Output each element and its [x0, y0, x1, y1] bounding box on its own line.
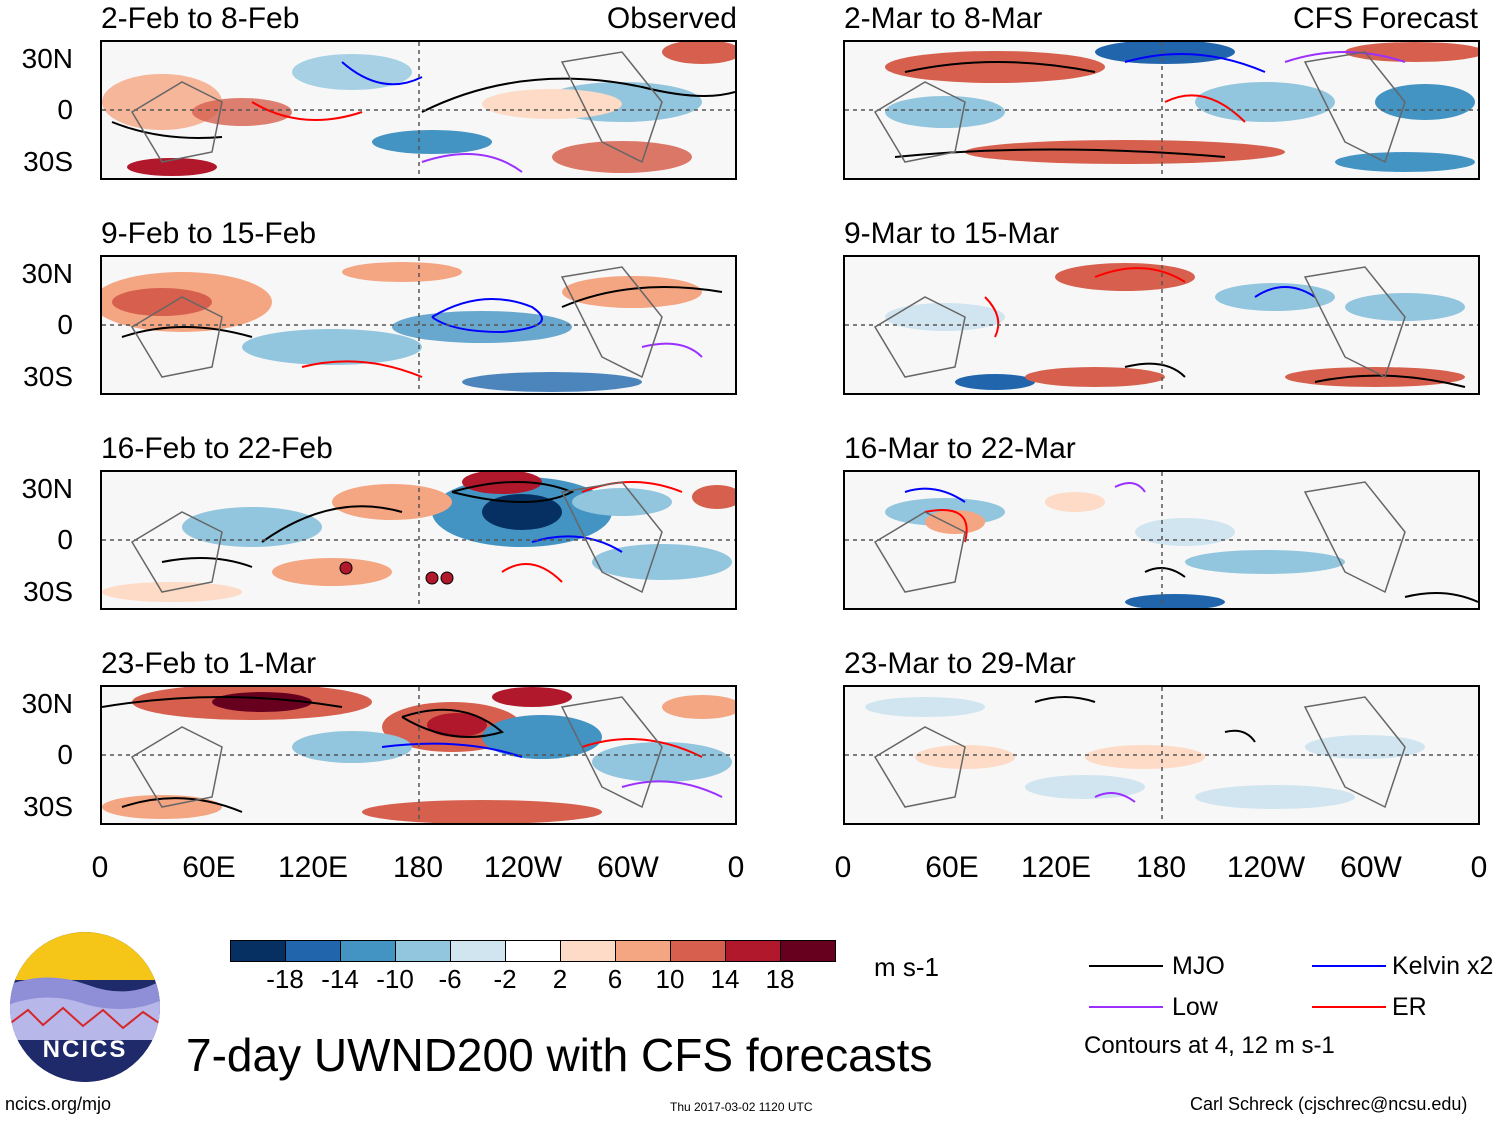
colorbar-swatch	[560, 940, 616, 962]
contour-note: Contours at 4, 12 m s-1	[1084, 1032, 1335, 1059]
map-panel-forecast-3	[843, 470, 1480, 610]
panel-title: 23-Feb to 1-Mar	[101, 647, 317, 680]
lat-label-0: 0	[57, 309, 73, 340]
anomaly-field	[102, 687, 735, 823]
lat-label-30s: 30S	[23, 361, 73, 392]
lat-label-30n: 30N	[21, 473, 73, 504]
panel-title: 2-Feb to 8-Feb	[101, 2, 300, 35]
figure-title: 7-day UWND200 with CFS forecasts	[186, 1029, 933, 1081]
footer-url[interactable]: ncics.org/mjo	[5, 1094, 112, 1114]
colorbar-tick-label: -14	[321, 964, 359, 994]
logo-mountains-icon	[10, 932, 160, 1082]
colorbar-tick-label: 14	[710, 964, 740, 994]
colorbar-tick-label: 6	[607, 964, 623, 994]
colorbar-swatch	[450, 940, 506, 962]
lat-label-0: 0	[57, 739, 73, 770]
panel-title: 9-Mar to 15-Mar	[844, 217, 1060, 250]
lon-label: 120W	[1226, 851, 1306, 884]
panel-title: 23-Mar to 29-Mar	[844, 647, 1076, 680]
legend-label-low: Low	[1172, 993, 1218, 1021]
lat-label-30s: 30S	[23, 791, 73, 822]
lat-label-30s: 30S	[23, 146, 73, 177]
panel-title: 9-Feb to 15-Feb	[101, 217, 317, 250]
lat-label-30n: 30N	[21, 43, 73, 74]
colorbar-swatch	[505, 940, 561, 962]
lon-label: 120E	[1020, 851, 1092, 884]
colorbar-swatch	[285, 940, 341, 962]
lon-label: 60W	[1340, 851, 1402, 884]
map-panel-observed-2	[100, 255, 737, 395]
anomaly-field	[102, 42, 735, 178]
colorbar-swatch	[670, 940, 726, 962]
colorbar-tick-label: -18	[266, 964, 304, 994]
colorbar-tick-label: 18	[765, 964, 795, 994]
legend-line-mjo	[1089, 965, 1163, 967]
map-panel-observed-1	[100, 40, 737, 180]
footer-timestamp: Thu 2017-03-02 1120 UTC	[670, 1100, 813, 1114]
forecast-label: CFS Forecast	[1292, 2, 1478, 35]
legend-line-er	[1312, 1006, 1386, 1008]
anomaly-field	[845, 472, 1478, 608]
colorbar-tick-label: 2	[552, 964, 568, 994]
lat-label-30n: 30N	[21, 258, 73, 289]
logo-text: NCICS	[42, 1036, 128, 1063]
colorbar-tick-label: 10	[655, 964, 685, 994]
footer-credit: Carl Schreck (cjschrec@ncsu.edu)	[1190, 1094, 1468, 1114]
map-panel-forecast-2	[843, 255, 1480, 395]
ncics-logo: NCICS	[8, 930, 162, 1084]
lon-label: 0	[91, 851, 109, 884]
lat-label-0: 0	[57, 524, 73, 555]
anomaly-field	[845, 687, 1478, 823]
colorbar-units: m s-1	[874, 952, 939, 982]
colorbar-swatch	[615, 940, 671, 962]
lon-label: 180	[392, 851, 444, 884]
colorbar-tick-label: -6	[438, 964, 462, 994]
colorbar-swatch	[725, 940, 781, 962]
map-panel-forecast-1	[843, 40, 1480, 180]
lon-label: 120W	[483, 851, 563, 884]
map-panel-forecast-4	[843, 685, 1480, 825]
colorbar-tick-label: -2	[493, 964, 517, 994]
lon-label: 60W	[597, 851, 659, 884]
lon-label: 0	[727, 851, 745, 884]
map-panel-observed-4	[100, 685, 737, 825]
lat-label-0: 0	[57, 94, 73, 125]
lon-label: 0	[1470, 851, 1488, 884]
observed-label: Observed	[606, 2, 737, 35]
legend-label-kelvin: Kelvin x2	[1392, 952, 1494, 980]
anomaly-field	[845, 257, 1478, 393]
colorbar-swatch	[340, 940, 396, 962]
lon-label: 120E	[277, 851, 349, 884]
legend-label-er: ER	[1392, 993, 1427, 1021]
legend-line-low	[1089, 1006, 1163, 1008]
legend-line-kelvin	[1312, 965, 1386, 967]
lon-label: 180	[1135, 851, 1187, 884]
colorbar-swatch	[780, 940, 836, 962]
lon-label: 60E	[182, 851, 236, 884]
panel-title: 2-Mar to 8-Mar	[844, 2, 1043, 35]
lat-label-30s: 30S	[23, 576, 73, 607]
anomaly-field	[102, 472, 735, 608]
panel-title: 16-Mar to 22-Mar	[844, 432, 1076, 465]
anomaly-field	[845, 42, 1478, 178]
anomaly-field	[102, 257, 735, 393]
legend-label-mjo: MJO	[1172, 952, 1225, 980]
colorbar-swatch	[395, 940, 451, 962]
lon-label: 0	[834, 851, 852, 884]
panel-title: 16-Feb to 22-Feb	[101, 432, 333, 465]
colorbar-tick-label: -10	[376, 964, 414, 994]
map-panel-observed-3	[100, 470, 737, 610]
lat-label-30n: 30N	[21, 688, 73, 719]
colorbar-swatch	[230, 940, 286, 962]
lon-label: 60E	[925, 851, 979, 884]
